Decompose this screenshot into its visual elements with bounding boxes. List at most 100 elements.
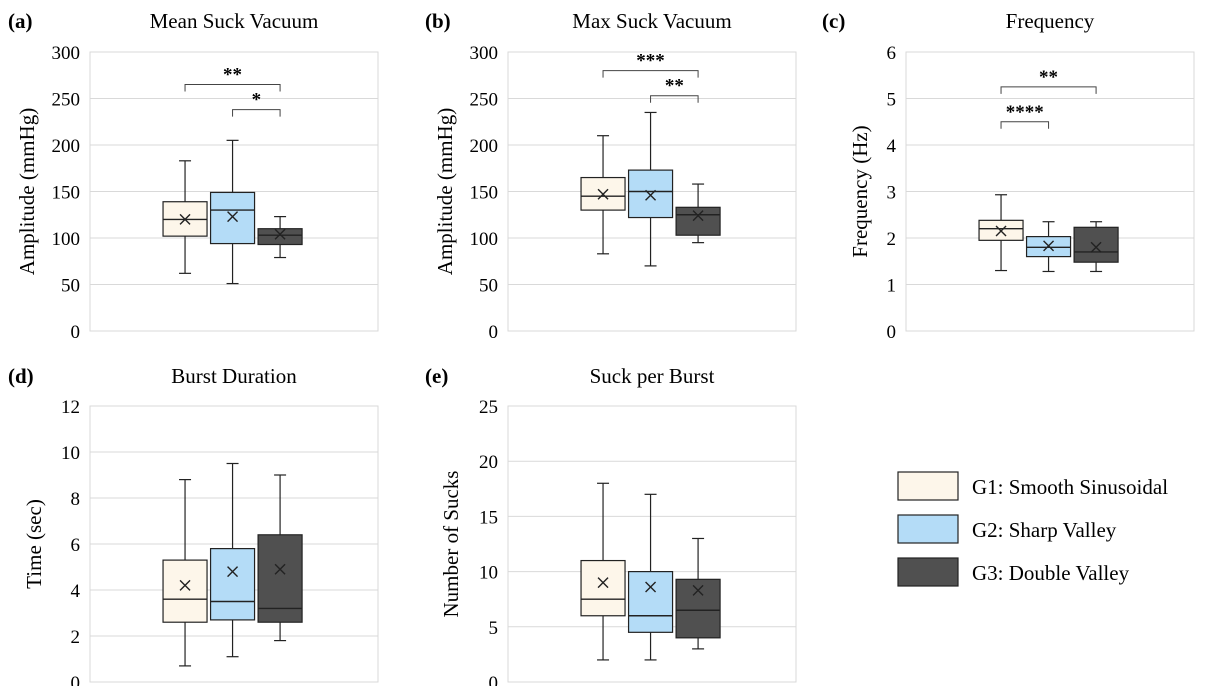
y-tick-label: 100 [52, 229, 81, 250]
bracket-line [650, 95, 699, 103]
box-G3 [1073, 221, 1119, 273]
box-iqr [209, 191, 256, 245]
y-tick-label: 200 [52, 136, 81, 157]
y-tick-label: 25 [479, 397, 498, 418]
panel-label: (b) [425, 9, 451, 33]
significance-label: **** [1006, 102, 1044, 123]
chart-panel-d: 0 2 4 6 8 10 12 (d) Burst Duration Time (sec) [8, 364, 379, 686]
mean-marker [995, 225, 1007, 237]
y-tick-label: 5 [887, 90, 897, 111]
significance-label: ** [665, 76, 684, 97]
box-G3 [675, 183, 721, 244]
box-iqr [209, 547, 256, 621]
y-axis-label: Amplitude (mmHg) [15, 108, 39, 275]
box-iqr [580, 559, 626, 617]
box-G2 [209, 462, 256, 658]
significance-bracket: **** [1000, 102, 1050, 129]
box-iqr [627, 570, 674, 633]
legend-swatch-G2 [897, 514, 959, 544]
y-tick-label: 6 [887, 43, 897, 64]
box-iqr [257, 534, 303, 623]
mean-marker [227, 211, 239, 223]
y-tick-label: 0 [71, 673, 81, 686]
significance-label: *** [636, 51, 665, 72]
bracket-line [184, 84, 281, 92]
mean-marker [179, 579, 191, 591]
panel-label: (e) [425, 364, 448, 388]
mean-marker [645, 189, 657, 201]
y-tick-label: 15 [479, 507, 498, 528]
panel-label: (c) [822, 9, 845, 33]
y-tick-label: 150 [52, 183, 81, 204]
mean-marker [1043, 240, 1055, 252]
mean-marker [1090, 241, 1102, 253]
legend-swatch-G3 [897, 557, 959, 587]
mean-marker [692, 584, 704, 596]
y-axis-label: Amplitude (mmHg) [433, 108, 457, 275]
significance-bracket: * [232, 90, 281, 117]
significance-label: * [252, 90, 262, 111]
box-G3 [675, 537, 721, 650]
box-G1 [580, 482, 626, 661]
y-tick-label: 0 [887, 322, 897, 343]
mean-marker [692, 210, 704, 222]
legend: G1: Smooth Sinusoidal G2: Sharp Valley G3:… [897, 471, 1168, 587]
y-tick-label: 200 [470, 136, 499, 157]
y-tick-label: 0 [71, 322, 81, 343]
y-tick-label: 250 [52, 90, 81, 111]
legend-label: G3: Double Valley [972, 561, 1130, 585]
box-iqr [675, 206, 721, 236]
y-tick-label: 50 [61, 276, 80, 297]
legend-label: G1: Smooth Sinusoidal [972, 475, 1168, 499]
panel-label: (a) [8, 9, 33, 33]
y-tick-label: 250 [470, 90, 499, 111]
mean-marker [645, 581, 657, 593]
box-iqr [1073, 226, 1119, 263]
box-G1 [162, 160, 208, 274]
y-tick-label: 0 [489, 673, 499, 686]
y-axis-label: Number of Sucks [439, 471, 463, 618]
box-G2 [209, 139, 256, 285]
y-tick-label: 50 [479, 276, 498, 297]
y-tick-label: 1 [887, 276, 897, 297]
y-tick-label: 10 [61, 443, 80, 464]
chart-title: Burst Duration [171, 364, 297, 388]
significance-label: ** [1039, 67, 1058, 88]
chart-panel-e: 0 5 10 15 20 25 (e) Suck per Burst Number of Suc… [425, 364, 797, 686]
box-G3 [257, 216, 303, 259]
significance-label: ** [223, 65, 242, 86]
chart-title: Max Suck Vacuum [572, 9, 731, 33]
y-tick-label: 4 [71, 581, 81, 602]
y-axis-label: Frequency (Hz) [848, 125, 872, 257]
y-tick-label: 100 [470, 229, 499, 250]
chart-title: Suck per Burst [590, 364, 715, 388]
box-iqr [257, 228, 303, 246]
mean-marker [597, 188, 609, 200]
plot-frame [507, 405, 797, 683]
significance-bracket: ** [184, 65, 281, 92]
mean-marker [597, 577, 609, 589]
chart-panel-b: 0 50 100 150 200 250 300 (b) Max Suck Vacuum Ampl… [425, 9, 797, 343]
chart-title: Mean Suck Vacuum [150, 9, 319, 33]
mean-marker [179, 213, 191, 225]
y-tick-label: 4 [887, 136, 897, 157]
mean-marker [274, 228, 286, 240]
y-tick-label: 5 [489, 618, 499, 639]
y-tick-label: 10 [479, 563, 498, 584]
legend-swatch-G1 [897, 471, 959, 501]
y-tick-label: 300 [470, 43, 499, 64]
panel-label: (d) [8, 364, 34, 388]
y-tick-label: 8 [71, 489, 81, 510]
bracket-line [1000, 86, 1097, 94]
box-G1 [580, 135, 626, 255]
y-tick-label: 300 [52, 43, 81, 64]
box-iqr [162, 559, 208, 623]
box-G2 [627, 493, 674, 661]
y-tick-label: 2 [71, 627, 81, 648]
box-G3 [257, 474, 303, 642]
box-iqr [627, 169, 674, 219]
bracket-line [1000, 121, 1050, 129]
mean-marker [274, 563, 286, 575]
box-iqr [675, 578, 721, 639]
